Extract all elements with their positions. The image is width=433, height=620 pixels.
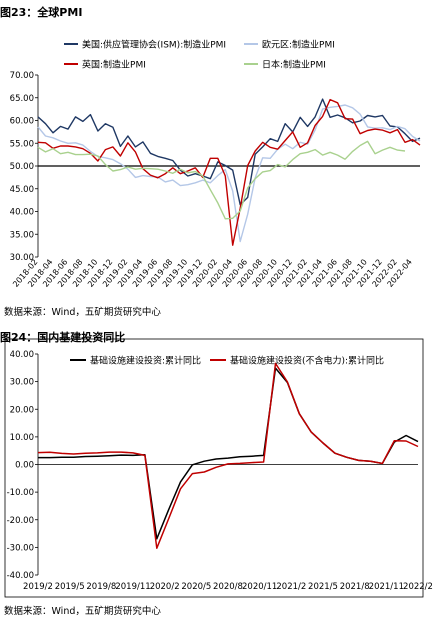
series-line-1 bbox=[37, 98, 421, 206]
y-tick-label: 35.00 bbox=[10, 230, 34, 240]
y-tick-label: 60.00 bbox=[10, 117, 34, 127]
x-tick-label: 2021/8 bbox=[340, 582, 370, 592]
legend-label-2: 欧元区:制造业PMI bbox=[262, 39, 335, 51]
pmi-chart: 70.00 65.00 60.00 55.00 50.00 45.00 40.00 35.00… bbox=[10, 39, 421, 289]
y-tick-label: 65.00 bbox=[10, 94, 34, 104]
x-tick-label: 2020/2 bbox=[150, 582, 180, 592]
figure-23-source: 数据来源：Wind，五矿期货研究中心 bbox=[4, 307, 161, 318]
y-tick-label: 10.00 bbox=[10, 433, 34, 443]
legend-label-2: 基础设施建设投资(不含电力):累计同比 bbox=[230, 355, 384, 367]
legend-label-3: 英国:制造业PMI bbox=[82, 59, 146, 71]
legend-label-4: 日本:制造业PMI bbox=[262, 59, 326, 71]
chart-frame bbox=[4, 338, 424, 598]
y-tick-label: -40.00 bbox=[7, 571, 34, 581]
x-tick-label: 2022/2 bbox=[403, 582, 433, 592]
legend-label-1: 基础设施建设投资:累计同比 bbox=[90, 355, 201, 367]
figure-24-source: 数据来源：Wind，五矿期货研究中心 bbox=[4, 606, 161, 617]
y-tick-label: -20.00 bbox=[7, 516, 34, 526]
series-line-2 bbox=[37, 104, 421, 243]
legend-label-1: 美国:供应管理协会(ISM):制造业PMI bbox=[82, 39, 226, 51]
y-tick-label: 20.00 bbox=[10, 405, 34, 415]
x-tick-label: 2020/8 bbox=[213, 582, 243, 592]
y-tick-label: 45.00 bbox=[10, 185, 34, 195]
infrastructure-investment-chart: 40.00 30.00 20.00 10.00 0.00 -10.00 -20.00 -30.… bbox=[4, 338, 433, 598]
x-tick-label: 2019/11 bbox=[115, 582, 150, 592]
y-tick-label: 40.00 bbox=[10, 208, 34, 218]
y-tick-label: 30.00 bbox=[10, 378, 34, 388]
x-tick-label: 2019/5 bbox=[55, 582, 85, 592]
series-line-3 bbox=[37, 98, 421, 246]
y-tick-label: 40.00 bbox=[10, 350, 34, 360]
x-tick-label: 2019/2 bbox=[23, 582, 53, 592]
figure-24-caption: 图24：国内基建投资同比 bbox=[0, 331, 126, 344]
series-line-4 bbox=[37, 140, 406, 220]
x-tick-label: 2020/11 bbox=[242, 582, 277, 592]
x-tick-label: 2020/5 bbox=[181, 582, 211, 592]
y-tick-label: 0.00 bbox=[15, 461, 34, 471]
x-tick-label: 2019/8 bbox=[86, 582, 116, 592]
x-tick-label: 2021/2 bbox=[276, 582, 306, 592]
x-tick-label: 2021/11 bbox=[369, 582, 404, 592]
x-tick-label: 2021/5 bbox=[308, 582, 338, 592]
y-tick-label: -30.00 bbox=[7, 543, 34, 553]
series-line-2 bbox=[37, 362, 419, 549]
y-tick-label: 30.00 bbox=[10, 253, 34, 263]
figure-23-caption: 图23：全球PMI bbox=[0, 6, 83, 19]
y-tick-label: 70.00 bbox=[10, 71, 34, 81]
y-tick-label: -10.00 bbox=[7, 488, 34, 498]
y-tick-label: 50.00 bbox=[10, 162, 34, 172]
y-tick-label: 55.00 bbox=[10, 139, 34, 149]
